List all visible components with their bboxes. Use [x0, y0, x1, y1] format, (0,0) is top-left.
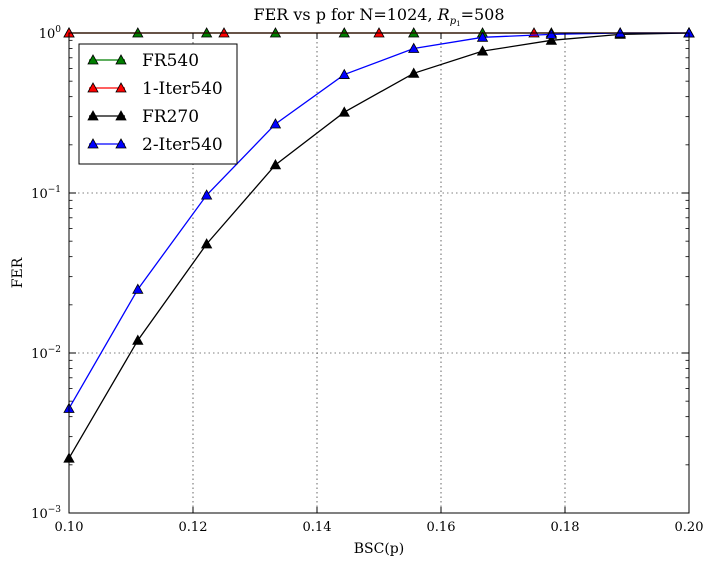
legend-label: 2-Iter540: [142, 135, 223, 155]
y-tick-label: 10−3: [31, 505, 61, 522]
legend-entry: FR540: [87, 51, 199, 71]
plot-frame: [68, 32, 690, 514]
data-point-marker: [476, 31, 489, 42]
x-tick-label: 0.14: [303, 520, 332, 535]
data-point-marker: [87, 138, 99, 149]
series-line: [68, 32, 690, 459]
legend-entry: 1-Iter540: [87, 79, 223, 99]
data-point-marker: [87, 82, 99, 93]
x-tick-label: 0.18: [551, 520, 580, 535]
y-axis-label: FER: [10, 257, 26, 288]
data-point-marker: [132, 283, 144, 294]
x-tick-label: 0.12: [179, 520, 208, 535]
data-point-marker: [338, 106, 350, 117]
data-point-marker: [408, 42, 420, 53]
series-line: [68, 32, 689, 409]
data-point-marker: [87, 54, 99, 65]
data-point-marker: [476, 45, 489, 56]
data-point-marker: [132, 334, 144, 345]
legend-entry: FR270: [87, 107, 199, 127]
data-point-marker: [115, 138, 127, 149]
chart-title: FER vs p for N=1024, Rp1=508: [253, 5, 504, 28]
data-point-marker: [269, 159, 282, 170]
x-tick-label: 0.16: [427, 520, 456, 535]
data-point-marker: [200, 189, 213, 200]
data-point-marker: [545, 34, 558, 45]
data-point-marker: [200, 238, 213, 249]
x-tick-label: 0.20: [675, 520, 704, 535]
legend-entry: 2-Iter540: [87, 135, 223, 155]
data-point-marker: [115, 110, 127, 121]
data-point-marker: [408, 67, 420, 78]
data-point-marker: [87, 110, 99, 121]
x-axis-label: BSC(p): [354, 541, 404, 557]
legend-label: FR540: [142, 51, 199, 71]
tick-layer: 0.10 0.12 0.14 0.16 0.18 0.20 10−3 10−2 10−1 100: [31, 25, 703, 535]
legend: FR540 1-Iter540 FR270 2-Iter540: [78, 43, 238, 165]
y-tick-label: 10−1: [31, 185, 61, 202]
grid-layer: [69, 33, 689, 513]
y-tick-label: 10−2: [31, 345, 61, 362]
data-point-marker: [115, 54, 127, 65]
data-point-marker: [115, 82, 127, 93]
x-tick-label: 0.10: [55, 520, 84, 535]
data-point-marker: [338, 68, 350, 79]
legend-label: FR270: [142, 107, 199, 127]
y-tick-label: 100: [39, 25, 62, 42]
legend-label: 1-Iter540: [142, 79, 223, 99]
data-point-marker: [269, 118, 282, 129]
data-point-marker: [545, 28, 558, 39]
